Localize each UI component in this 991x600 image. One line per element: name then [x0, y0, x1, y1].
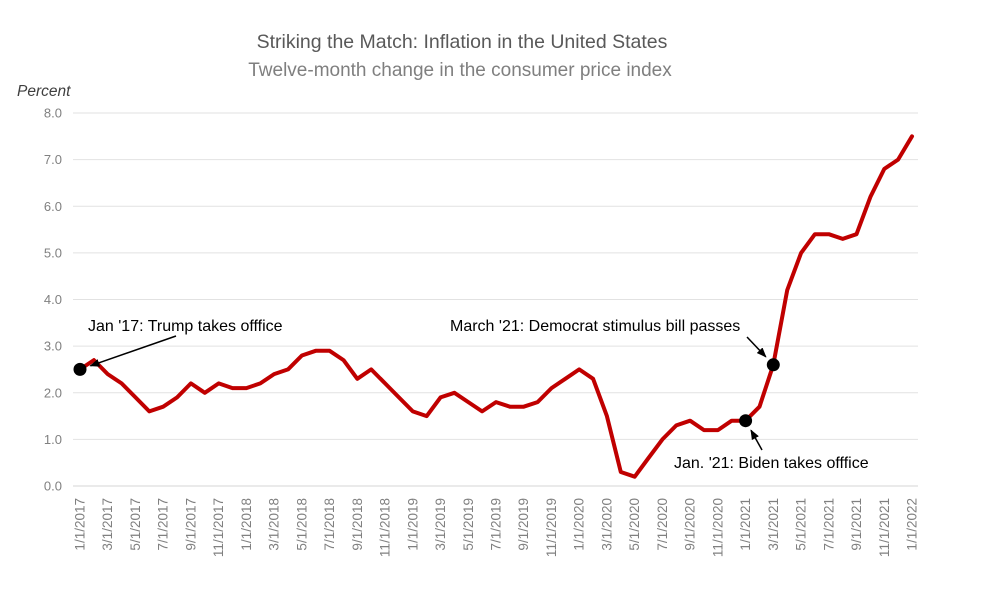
- y-axis-tick-label: 8.0: [44, 106, 62, 121]
- y-axis-tick-labels: 0.0 1.0 2.0 3.0 4.0 5.0 6.0 7.0 8.0: [44, 106, 62, 494]
- x-axis-tick-label: 9/1/2020: [683, 498, 698, 551]
- annotation-label: Jan. '21: Biden takes offfice: [674, 455, 869, 472]
- x-axis-tick-label: 3/1/2021: [766, 498, 781, 551]
- x-axis-tick-label: 5/1/2021: [794, 498, 809, 551]
- x-axis-tick-label: 5/1/2018: [294, 498, 309, 551]
- annotation-arrow: [750, 429, 763, 451]
- x-axis-tick-label: 3/1/2018: [267, 498, 282, 551]
- annotation-arrow: [746, 336, 767, 358]
- y-axis-tick-label: 1.0: [44, 432, 62, 447]
- y-axis-tick-label: 4.0: [44, 292, 62, 307]
- gridlines: [73, 112, 918, 487]
- x-axis-tick-label: 11/1/2018: [378, 498, 393, 557]
- x-axis-tick-label: 5/1/2020: [627, 498, 642, 551]
- x-axis-tick-label: 1/1/2021: [738, 498, 753, 551]
- x-axis-tick-label: 11/1/2021: [877, 498, 892, 557]
- x-axis-tick-label: 7/1/2018: [322, 498, 337, 551]
- x-axis-tick-label: 9/1/2017: [183, 498, 198, 551]
- y-axis-tick-label: 6.0: [44, 199, 62, 214]
- annotation-label: March '21: Democrat stimulus bill passes: [450, 318, 740, 335]
- x-axis-tick-label: 1/1/2019: [405, 498, 420, 551]
- x-axis-tick-label: 3/1/2020: [599, 498, 614, 551]
- x-axis-tick-label: 9/1/2019: [516, 498, 531, 551]
- y-axis-tick-label: 7.0: [44, 152, 62, 167]
- x-axis-tick-labels: 1/1/2017 3/1/2017 5/1/2017 7/1/2017 9/1/2017…: [73, 498, 920, 557]
- x-axis-tick-label: 5/1/2019: [461, 498, 476, 551]
- annotation-marker-dot: [73, 362, 87, 376]
- x-axis-tick-label: 1/1/2022: [905, 498, 920, 551]
- cpi-line-series: [78, 134, 914, 479]
- x-axis-tick-label: 1/1/2017: [73, 498, 88, 551]
- x-axis-tick-label: 7/1/2021: [821, 498, 836, 551]
- x-axis-tick-label: 7/1/2020: [655, 498, 670, 551]
- y-axis-tick-label: 2.0: [44, 385, 62, 400]
- x-axis-tick-label: 7/1/2019: [489, 498, 504, 551]
- annotation-arrow: [89, 335, 177, 367]
- x-axis-tick-label: 3/1/2017: [100, 498, 115, 551]
- annotation-marker-dot: [739, 414, 753, 428]
- x-axis-tick-label: 9/1/2018: [350, 498, 365, 551]
- y-axis-tick-label: 5.0: [44, 245, 62, 260]
- y-axis-tick-label: 0.0: [44, 479, 62, 494]
- y-axis-unit-label: Percent: [17, 83, 71, 100]
- x-axis-tick-label: 7/1/2017: [156, 498, 171, 551]
- x-axis-tick-label: 3/1/2019: [433, 498, 448, 551]
- x-axis-tick-label: 1/1/2020: [572, 498, 587, 551]
- y-axis-tick-label: 3.0: [44, 339, 62, 354]
- data-series: [78, 134, 914, 479]
- x-axis-tick-label: 11/1/2019: [544, 498, 559, 557]
- annotations-layer: Jan '17: Trump takes offfice March '21: D…: [73, 318, 869, 472]
- x-axis-tick-label: 1/1/2018: [239, 498, 254, 551]
- annotation-marker-dot: [766, 358, 780, 372]
- x-axis-tick-label: 11/1/2017: [211, 498, 226, 557]
- annotation-label: Jan '17: Trump takes offfice: [88, 318, 283, 335]
- x-axis-tick-label: 5/1/2017: [128, 498, 143, 551]
- x-axis-tick-label: 11/1/2020: [710, 498, 725, 557]
- chart-title: Striking the Match: Inflation in the Uni…: [257, 31, 668, 53]
- x-axis-tick-label: 9/1/2021: [849, 498, 864, 551]
- chart-subtitle: Twelve-month change in the consumer pric…: [248, 60, 672, 81]
